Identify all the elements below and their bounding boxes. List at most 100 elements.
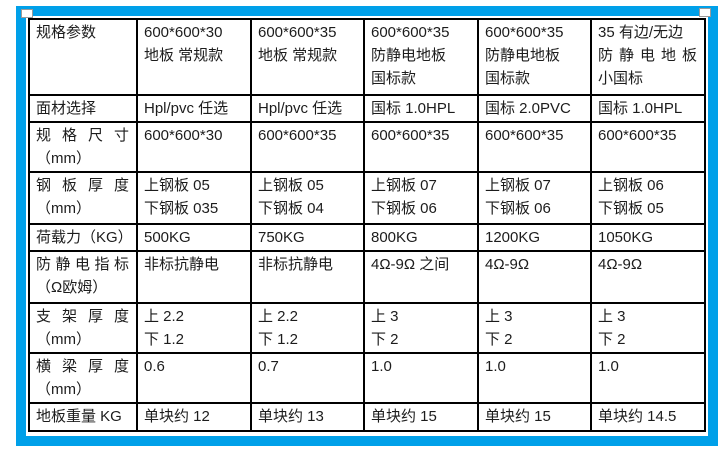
spec-value-cell: 单块约 15: [477, 402, 592, 432]
cell-text-line: 上钢板 06: [598, 177, 664, 194]
spec-value-cell: 500KG: [136, 223, 252, 252]
row-label-cell: 地板重量 KG: [28, 402, 138, 432]
spec-value-cell: Hpl/pvc 任选: [250, 94, 365, 123]
spec-value-cell: 1.0: [363, 352, 479, 404]
spec-value-cell: 600*600*35: [250, 121, 365, 173]
cell-text-line: 国标 1.0HPL: [371, 100, 456, 117]
spec-value-cell: 0.7: [250, 352, 365, 404]
cell-text-line: 地板重量 KG: [36, 408, 122, 425]
cell-text-line: 4Ω-9Ω: [598, 256, 643, 273]
spec-value-cell: 单块约 14.5: [590, 402, 706, 432]
spec-value-cell: 1200KG: [477, 223, 592, 252]
cell-text-line: 800KG: [371, 229, 418, 246]
spec-value-cell: 0.6: [136, 352, 252, 404]
cell-text-line: 下钢板 035: [144, 200, 219, 217]
cell-text-line: 防静电地板: [485, 47, 561, 64]
spec-value-cell: 1.0: [477, 352, 592, 404]
product-spec-table: 规格参数 600*600*30 地板 常规款 600*600*35 地板 常规款…: [28, 18, 706, 432]
row-label-cell: 荷载力（KG）: [28, 223, 138, 252]
cyan-border-frame: [16, 6, 718, 446]
spec-value-cell: 4Ω-9Ω: [477, 250, 592, 304]
cell-text-line: 非标抗静电: [144, 256, 220, 273]
spec-value-cell: 600*600*35 防静电地板 国标款: [363, 18, 479, 96]
cell-text-line: 单块约 12: [144, 408, 210, 425]
cell-text-line: 地板 常规款: [258, 47, 338, 64]
spec-value-cell: 4Ω-9Ω 之间: [363, 250, 479, 304]
row-label-cell: 支架厚度 （mm）: [28, 302, 138, 354]
cell-text-line: 600*600*35: [371, 127, 450, 144]
table-resize-handle-top-right[interactable]: [699, 8, 711, 17]
cell-text-line: 单块约 15: [485, 408, 551, 425]
cell-text-line: 支架厚度: [36, 308, 129, 325]
spec-value-cell: 非标抗静电: [250, 250, 365, 304]
cell-text-line: 规格参数: [36, 24, 97, 41]
spec-value-cell: 上 2.2 下 1.2: [136, 302, 252, 354]
spec-value-cell: 单块约 13: [250, 402, 365, 432]
table-row-panel-weight: 地板重量 KG 单块约 12 单块约 13 单块约 15 单块约 15 单块约 …: [28, 402, 706, 432]
cell-text-line: 非标抗静电: [258, 256, 334, 273]
cell-text-line: 上钢板 05: [144, 177, 210, 194]
cell-text-line: （mm）: [36, 331, 91, 348]
table-row-antistatic-index: 防静电指标 （Ω欧姆） 非标抗静电 非标抗静电 4Ω-9Ω 之间 4Ω-9Ω 4…: [28, 250, 706, 304]
cell-text-line: 下 2: [371, 331, 399, 348]
spec-value-cell: 800KG: [363, 223, 479, 252]
cell-text-line: 1200KG: [485, 229, 541, 246]
cell-text-line: 防静电指标: [36, 256, 129, 273]
spec-value-cell: 单块约 15: [363, 402, 479, 432]
cell-text-line: 防静电地板: [598, 47, 697, 64]
spec-value-cell: 600*600*35: [477, 121, 592, 173]
spec-value-cell: 4Ω-9Ω: [590, 250, 706, 304]
cell-text-line: 上 2.2: [258, 308, 299, 325]
table-row-dimensions: 规格尺寸 （mm） 600*600*30 600*600*35 600*600*…: [28, 121, 706, 173]
cell-text-line: 单块约 15: [371, 408, 437, 425]
row-label-cell: 防静电指标 （Ω欧姆）: [28, 250, 138, 304]
cell-text-line: 上 3: [485, 308, 513, 325]
table-resize-handle-top-left[interactable]: [21, 9, 33, 18]
cell-text-line: （mm）: [36, 150, 91, 167]
table-row-surface-material: 面材选择 Hpl/pvc 任选 Hpl/pvc 任选 国标 1.0HPL 国标 …: [28, 94, 706, 123]
cell-text-line: 下 1.2: [144, 331, 185, 348]
cell-text-line: 荷载力（KG）: [36, 229, 133, 246]
spec-value-cell: 单块约 12: [136, 402, 252, 432]
cell-text-line: 国标款: [485, 70, 531, 87]
cell-text-line: 0.7: [258, 358, 279, 375]
spec-value-cell: 上钢板 05 下钢板 04: [250, 171, 365, 225]
cell-text-line: 面材选择: [36, 100, 97, 117]
cell-text-line: 国标 2.0PVC: [485, 100, 571, 117]
spec-value-cell: 上钢板 05 下钢板 035: [136, 171, 252, 225]
table-row-header: 规格参数 600*600*30 地板 常规款 600*600*35 地板 常规款…: [28, 18, 706, 96]
spec-value-cell: 750KG: [250, 223, 365, 252]
cell-text-line: 600*600*30: [144, 127, 223, 144]
spec-value-cell: 非标抗静电: [136, 250, 252, 304]
spec-value-cell: 600*600*30 地板 常规款: [136, 18, 252, 96]
spec-value-cell: 600*600*35 地板 常规款: [250, 18, 365, 96]
cell-text-line: 下钢板 05: [598, 200, 664, 217]
cell-text-line: 500KG: [144, 229, 191, 246]
cell-text-line: 规格尺寸: [36, 127, 129, 144]
cell-text-line: 下钢板 06: [485, 200, 551, 217]
cell-text-line: 下 2: [598, 331, 626, 348]
cell-text-line: 600*600*35: [598, 127, 677, 144]
cell-text-line: 国标 1.0HPL: [598, 100, 683, 117]
spec-value-cell: 上钢板 06 下钢板 05: [590, 171, 706, 225]
cell-text-line: 0.6: [144, 358, 165, 375]
spec-value-cell: 35 有边/无边 防静电地板 小国标: [590, 18, 706, 96]
row-label-cell: 横梁厚度 （mm）: [28, 352, 138, 404]
cell-text-line: 横梁厚度: [36, 358, 129, 375]
cell-text-line: 上 3: [371, 308, 399, 325]
cell-text-line: 下 1.2: [258, 331, 299, 348]
spec-value-cell: 600*600*35: [363, 121, 479, 173]
cell-text-line: 1.0: [598, 358, 619, 375]
cell-text-line: 上钢板 05: [258, 177, 324, 194]
spec-value-cell: 600*600*30: [136, 121, 252, 173]
spec-value-cell: 上钢板 07 下钢板 06: [363, 171, 479, 225]
spec-value-cell: 1050KG: [590, 223, 706, 252]
cell-text-line: 下 2: [485, 331, 513, 348]
table-row-load-capacity: 荷载力（KG） 500KG 750KG 800KG 1200KG 1050KG: [28, 223, 706, 252]
cell-text-line: 4Ω-9Ω 之间: [371, 256, 450, 273]
cell-text-line: 单块约 14.5: [598, 408, 677, 425]
cell-text-line: 35 有边/无边: [598, 24, 684, 41]
cell-text-line: 750KG: [258, 229, 305, 246]
cell-text-line: 600*600*35: [258, 24, 337, 41]
cell-text-line: 上 2.2: [144, 308, 185, 325]
